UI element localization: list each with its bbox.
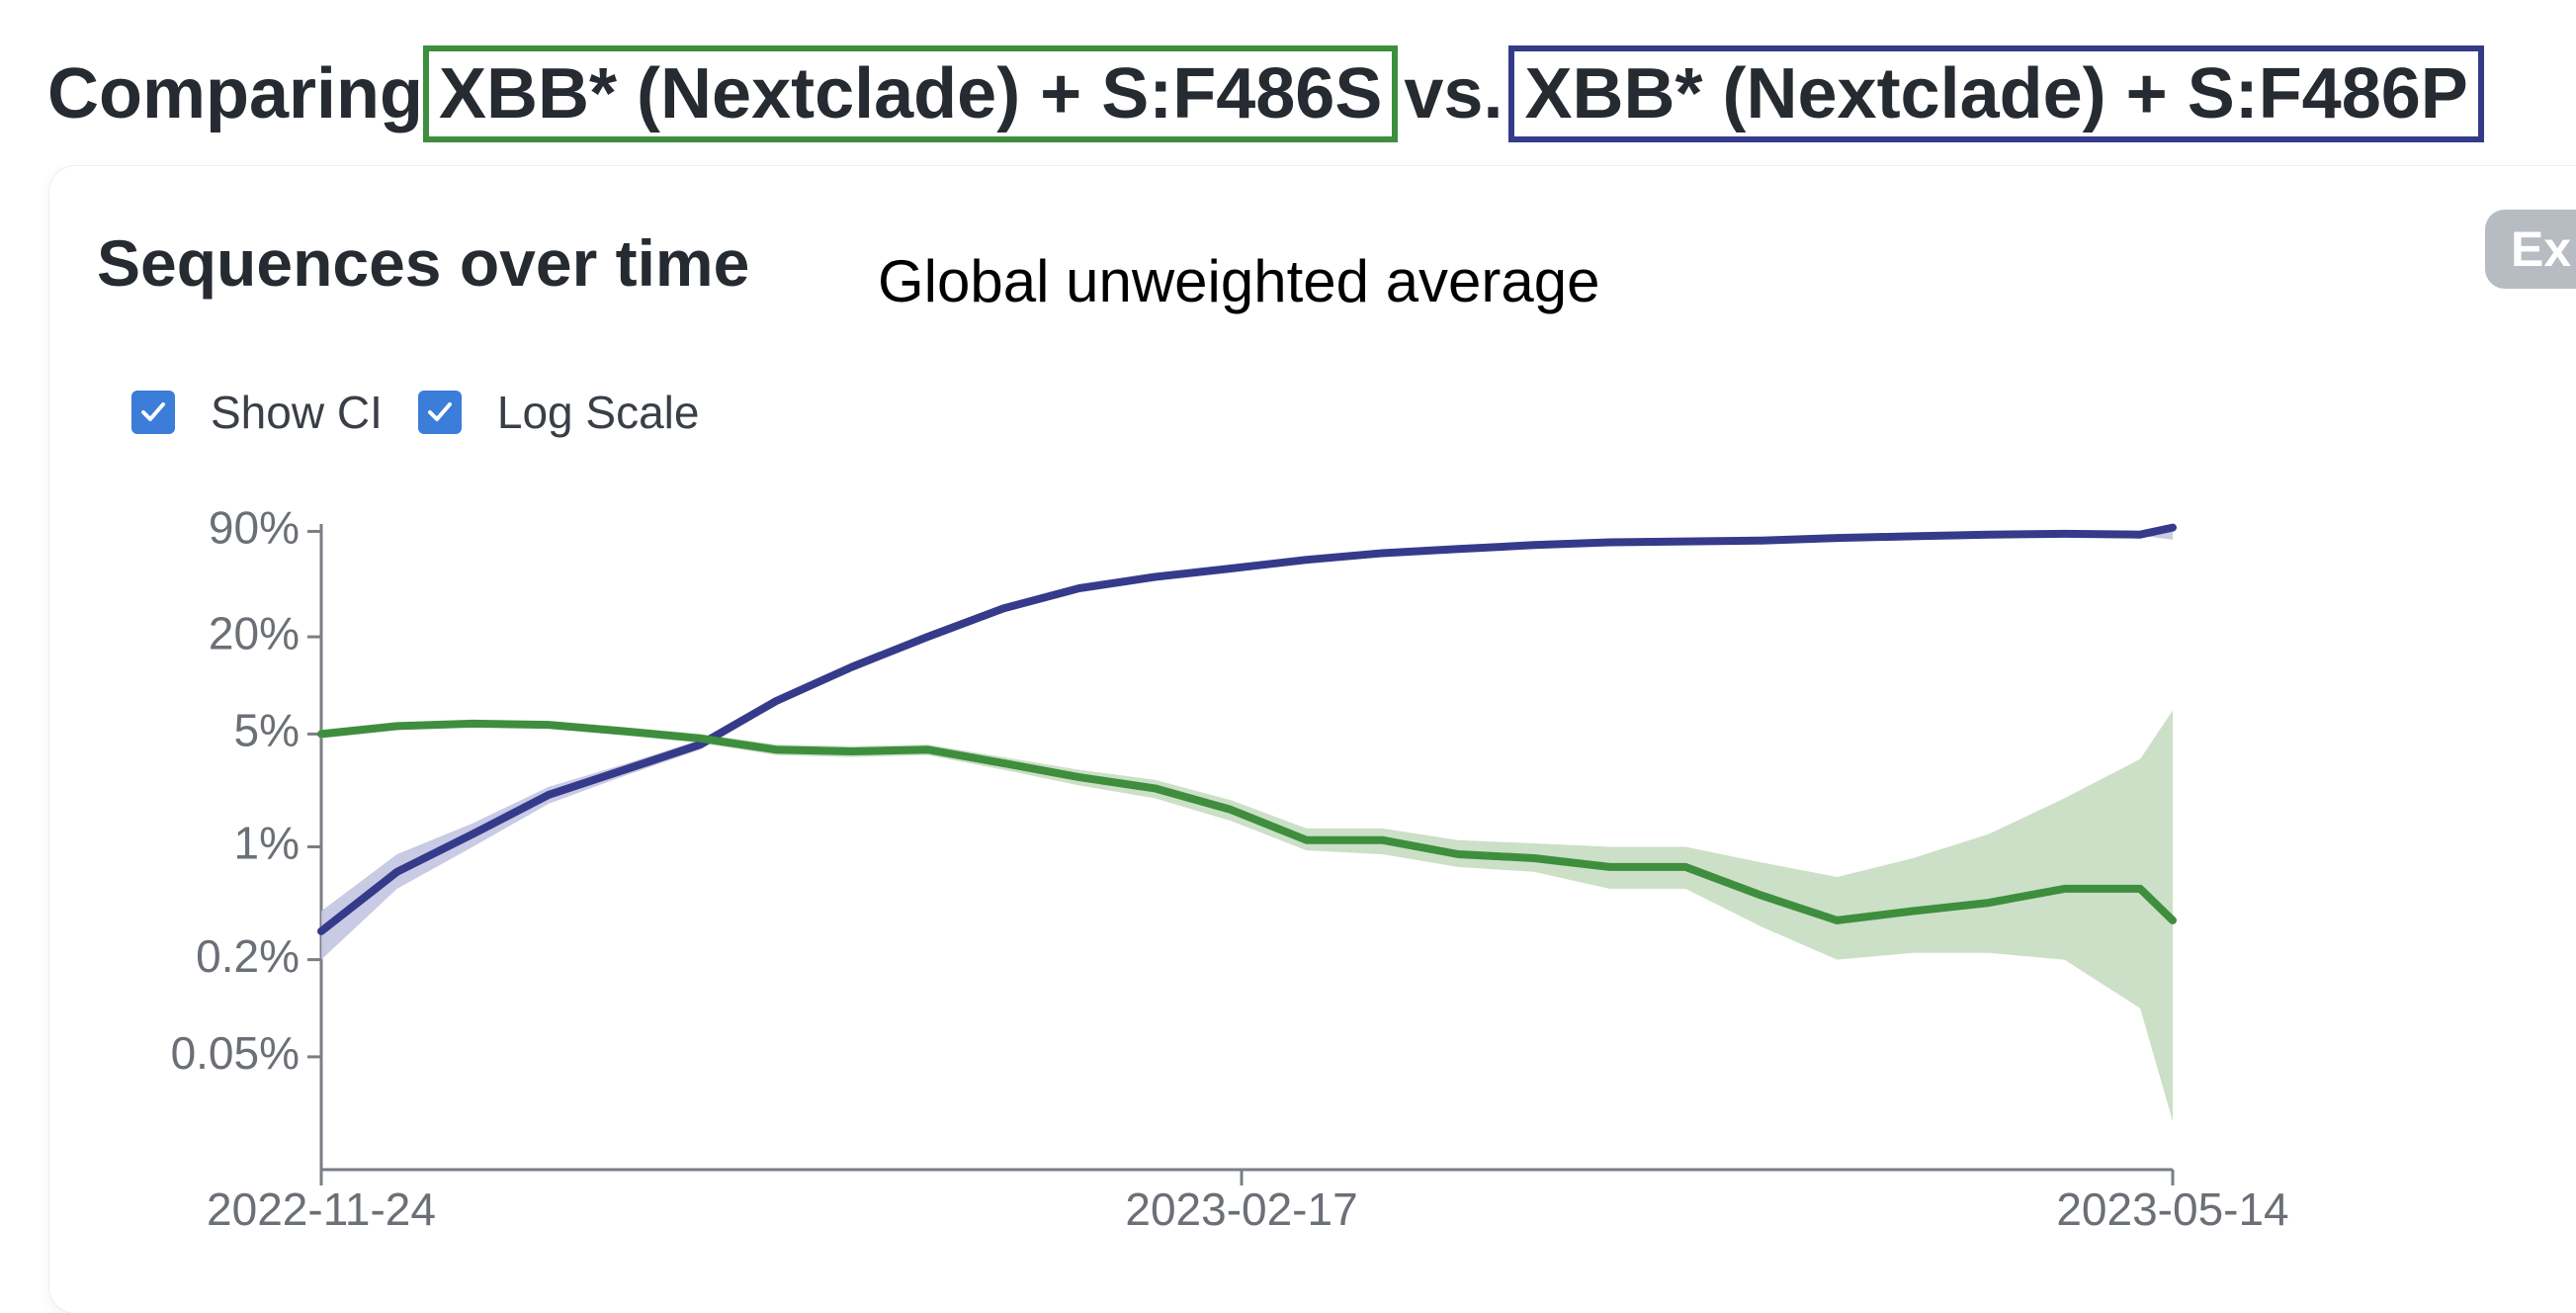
- x-tick-label: 2023-05-14: [2056, 1183, 2288, 1235]
- line-chart: 90% 20% 5% 1% 0.2% 0.05% 2022-11-24 2023-02-17 2…: [171, 502, 2289, 1235]
- checkmark-icon: [427, 402, 452, 421]
- x-tick-label: 2023-02-17: [1125, 1183, 1357, 1235]
- show-ci-checkbox[interactable]: [131, 391, 175, 434]
- heading-prefix: Comparing: [47, 54, 424, 133]
- y-tick-label: 20%: [209, 607, 300, 658]
- y-tick-label: 0.05%: [171, 1027, 300, 1079]
- show-ci-label: Show CI: [211, 387, 383, 438]
- series-line-f486s: [317, 719, 2177, 924]
- variant-a-label[interactable]: XBB* (Nextclade) + S:F486S: [423, 45, 1399, 142]
- comparison-heading: Comparing XBB* (Nextclade) + S:F486S vs.…: [47, 40, 2484, 148]
- log-scale-toggle[interactable]: Log Scale: [417, 386, 700, 439]
- y-tick-label: 5%: [234, 705, 300, 756]
- log-scale-checkbox[interactable]: [417, 391, 462, 434]
- y-tick-label: 1%: [234, 818, 300, 869]
- variant-b-label[interactable]: XBB* (Nextclade) + S:F486P: [1508, 45, 2484, 142]
- log-scale-label: Log Scale: [496, 387, 700, 438]
- export-button[interactable]: Ex: [2485, 210, 2576, 289]
- series-line-f486p: [317, 523, 2177, 935]
- y-tick-label: 0.2%: [196, 930, 300, 982]
- chart-title: Sequences over time: [97, 226, 750, 300]
- x-tick-label: 2022-11-24: [207, 1183, 436, 1235]
- checkmark-icon: [141, 402, 165, 421]
- heading-separator: vs.: [1404, 54, 1503, 133]
- show-ci-toggle[interactable]: Show CI: [131, 386, 383, 439]
- y-tick-label: 90%: [209, 502, 300, 554]
- ci-band-f486s: [321, 710, 2173, 1121]
- chart-controls: Show CI Log Scale: [131, 386, 734, 439]
- chart-subtitle: Global unweighted average: [878, 248, 1600, 314]
